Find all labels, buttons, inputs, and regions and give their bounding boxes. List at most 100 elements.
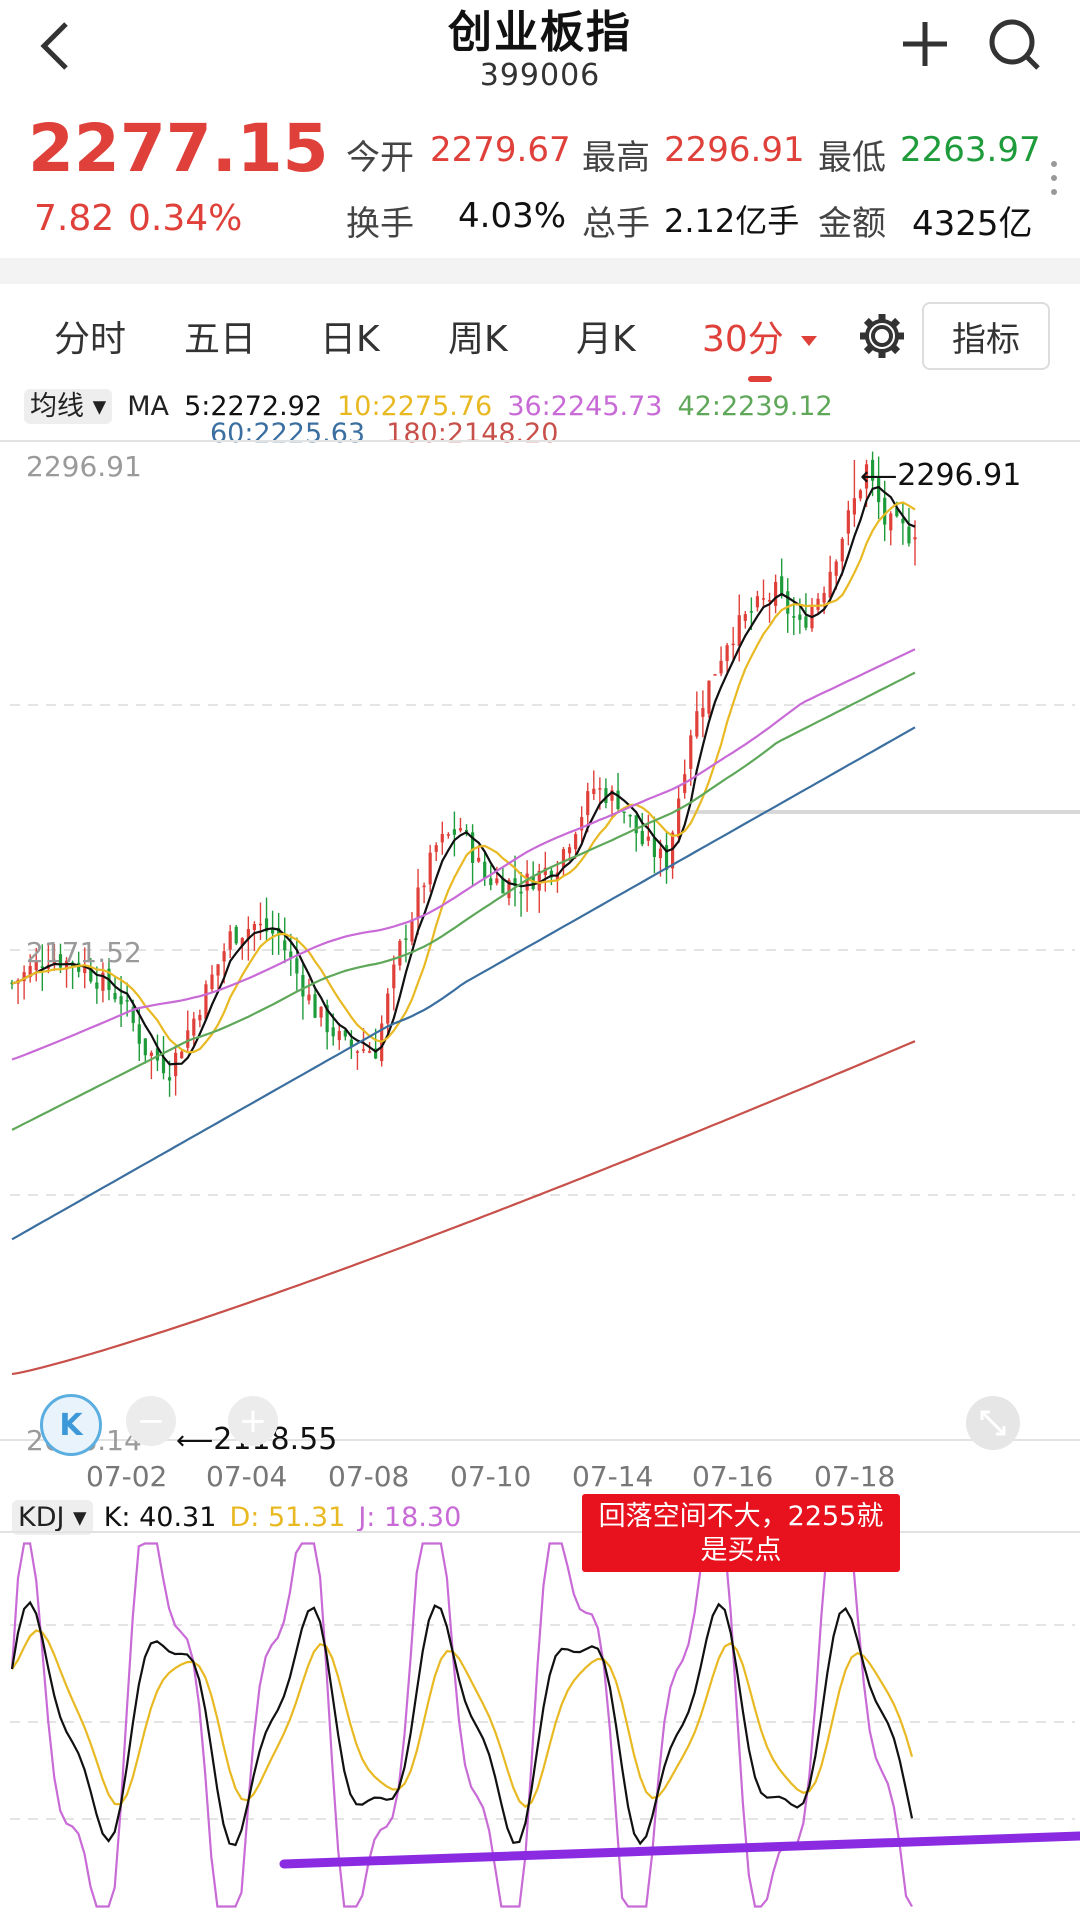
ma10-line — [11, 501, 916, 1054]
expand-icon — [980, 1410, 1006, 1436]
candle-body — [216, 964, 220, 976]
candle-body — [543, 867, 547, 876]
candle-body — [652, 837, 657, 858]
kdj-dropdown[interactable]: KDJ ▾ — [12, 1500, 93, 1535]
candle-body — [646, 836, 650, 841]
candle-body — [374, 1048, 378, 1059]
candle-body — [198, 1015, 202, 1021]
candle-body — [422, 885, 426, 888]
candle-body — [707, 680, 711, 714]
search-button[interactable] — [984, 14, 1044, 74]
candle-body — [701, 707, 705, 717]
candle-body — [228, 931, 232, 950]
zoom-out-button[interactable]: − — [126, 1396, 176, 1446]
ma42-line — [11, 671, 916, 1131]
ma5-line — [11, 485, 916, 1066]
candle-body — [792, 616, 796, 618]
candle-body — [386, 993, 390, 1024]
tab-30min-label: 30分 — [702, 319, 784, 360]
candle-body — [883, 497, 887, 525]
candle-body — [155, 1048, 160, 1061]
more-button[interactable] — [1044, 158, 1064, 202]
candle-body — [774, 581, 778, 606]
candle-body — [95, 982, 99, 989]
x-tick-0714: 07-14 — [572, 1460, 654, 1493]
section-divider — [0, 258, 1080, 284]
candle-body — [343, 1030, 347, 1037]
turnover-label: 换手 — [346, 204, 414, 244]
amount-value: 4325亿 — [912, 204, 1033, 244]
high-marker-value: 2296.91 — [897, 458, 1022, 493]
back-button[interactable] — [28, 14, 88, 74]
open-value: 2279.67 — [430, 130, 571, 170]
candle-body — [361, 1049, 366, 1051]
ma-dropdown[interactable]: 均线 ▾ — [24, 389, 113, 424]
candle-body — [252, 924, 257, 930]
candle-body — [604, 788, 608, 803]
tab-monthly-k[interactable]: 月K — [576, 319, 636, 360]
x-tick-0716: 07-16 — [692, 1460, 774, 1493]
candlestick-chart[interactable] — [0, 440, 1080, 1460]
candle-body — [161, 1057, 166, 1074]
candle-body — [852, 498, 856, 515]
kdj-j-line — [10, 1542, 913, 1908]
low-value: 2263.97 — [900, 130, 1041, 170]
volume-label: 总手 — [582, 204, 650, 244]
candle-body — [713, 674, 717, 676]
kdj-chart[interactable] — [0, 1530, 1080, 1914]
candle-body — [477, 857, 481, 862]
k-logo-button[interactable]: K — [40, 1394, 102, 1456]
candle-body — [761, 598, 766, 600]
candle-body — [780, 576, 784, 594]
indicator-button[interactable]: 指标 — [922, 302, 1050, 370]
candle-body — [598, 788, 602, 790]
candle-body — [513, 878, 517, 886]
candle-body — [355, 1051, 360, 1053]
candle-body — [40, 966, 44, 969]
candle-body — [125, 1000, 129, 1002]
tab-daily-k[interactable]: 日K — [320, 319, 380, 360]
settings-button[interactable] — [856, 310, 908, 362]
k-logo-icon: K — [59, 1407, 83, 1443]
candle-body — [616, 790, 620, 809]
candle-body — [34, 961, 38, 970]
high-value: 2296.91 — [664, 130, 805, 170]
price-change-pct: 0.34% — [128, 198, 243, 239]
candle-body — [264, 918, 269, 932]
fullscreen-button[interactable] — [966, 1396, 1020, 1450]
tab-30min[interactable]: 30分 — [702, 310, 819, 362]
candle-body — [119, 996, 123, 1005]
candle-body — [404, 938, 408, 940]
candle-body — [828, 571, 832, 598]
ma36-line — [11, 648, 916, 1061]
tab-five-day[interactable]: 五日 — [184, 319, 257, 360]
ma-legend-row2: 60:2225.63 180:2148.20 — [210, 418, 559, 449]
chevron-down-icon — [801, 336, 818, 346]
ma36-value: 36:2245.73 — [507, 391, 663, 422]
high-label: 最高 — [582, 138, 650, 178]
candle-body — [325, 1005, 329, 1033]
candle-body — [889, 513, 893, 531]
candle-body — [186, 1030, 190, 1048]
candle-body — [483, 861, 487, 879]
candle-body — [234, 926, 238, 944]
zoom-in-button[interactable]: + — [228, 1396, 278, 1446]
candle-body — [719, 660, 723, 674]
candle-body — [858, 490, 863, 499]
tab-weekly-k[interactable]: 周K — [448, 319, 508, 360]
tab-intraday[interactable]: 分时 — [54, 319, 127, 360]
candle-body — [840, 538, 844, 562]
add-button[interactable] — [895, 14, 955, 74]
price-axis-mid: 2171.52 — [26, 936, 142, 969]
candle-body — [83, 965, 87, 974]
candle-body — [622, 811, 626, 813]
candle-body — [877, 477, 881, 503]
candle-body — [452, 829, 457, 835]
candle-body — [434, 845, 438, 852]
candle-body — [561, 849, 566, 868]
kdj-legend: KDJ ▾ K: 40.31 D: 51.31 J: 18.30 — [12, 1500, 461, 1535]
candle-body — [495, 878, 499, 884]
ma42-value: 42:2239.12 — [677, 391, 833, 422]
x-tick-0702: 07-02 — [86, 1460, 168, 1493]
candle-body — [816, 598, 820, 610]
